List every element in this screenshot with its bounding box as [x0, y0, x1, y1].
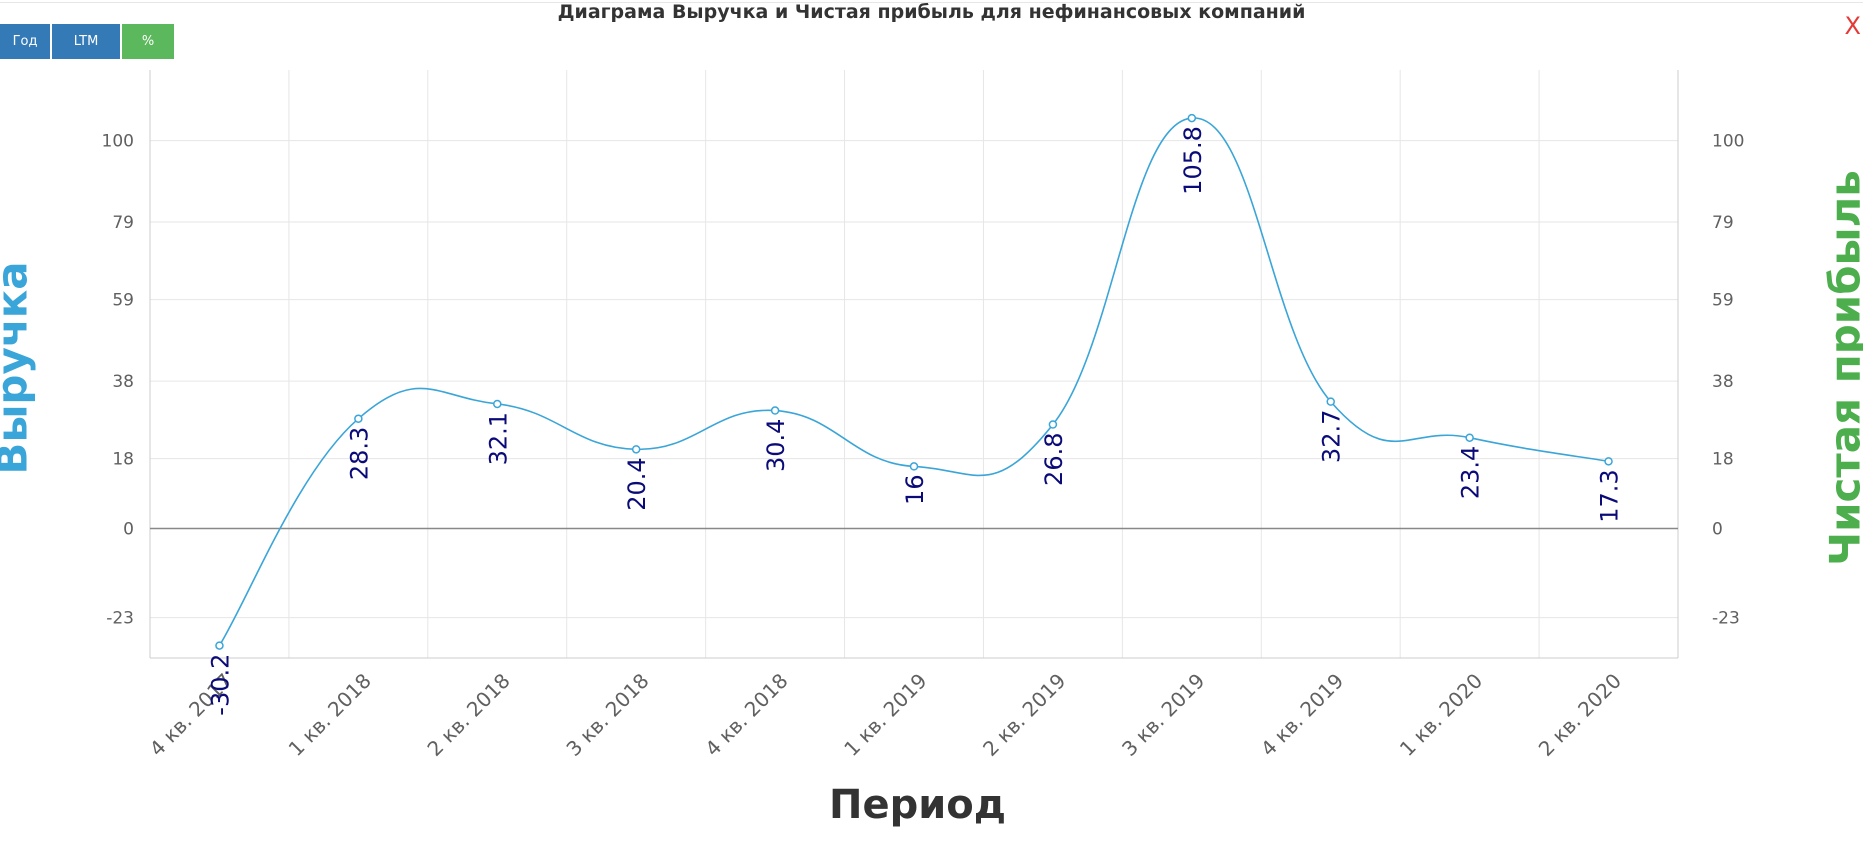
- x-tick-label: 3 кв. 2018: [561, 669, 653, 761]
- data-label: 16: [901, 474, 929, 505]
- x-tick-label: 4 кв. 2018: [700, 669, 792, 761]
- data-point: [1048, 420, 1058, 429]
- data-label: -30.2: [206, 654, 234, 716]
- data-point: [770, 406, 780, 415]
- ltm-button[interactable]: LTM: [52, 24, 120, 59]
- y-tick-label: 18: [112, 450, 134, 470]
- percent-button[interactable]: %: [122, 24, 174, 59]
- data-label: 17.3: [1596, 469, 1624, 522]
- data-label: 105.8: [1179, 126, 1207, 195]
- x-axis-title: Период: [828, 782, 1007, 828]
- data-label: 28.3: [345, 427, 373, 480]
- data-point: [1326, 397, 1335, 406]
- data-label: 26.8: [1040, 433, 1068, 486]
- y2-tick-label: 100: [1712, 132, 1744, 152]
- data-point: [354, 414, 363, 423]
- data-label: 23.4: [1457, 446, 1485, 499]
- x-tick-label: 2 кв. 2018: [422, 669, 514, 761]
- data-label: 30.4: [762, 419, 790, 472]
- x-tick-label: 3 кв. 2019: [1117, 669, 1209, 761]
- y2-tick-label: -23: [1712, 609, 1740, 629]
- x-tick-label: 1 кв. 2019: [839, 669, 931, 761]
- data-point: [1465, 433, 1474, 442]
- y2-tick-label: 38: [1712, 372, 1734, 392]
- y-tick-label: 79: [112, 213, 134, 233]
- y2-tick-label: 79: [1712, 213, 1734, 233]
- x-tick-label: 1 кв. 2018: [284, 669, 376, 761]
- x-tick-label: 1 кв. 2020: [1395, 669, 1487, 761]
- top-divider: [0, 2, 1863, 3]
- data-point: [1604, 457, 1613, 466]
- series-line: [218, 117, 1609, 647]
- data-label: 32.1: [484, 412, 512, 465]
- data-point: [493, 399, 502, 409]
- data-point: [1187, 113, 1197, 123]
- close-icon[interactable]: X: [1844, 12, 1861, 40]
- x-tick-label: 2 кв. 2019: [978, 669, 1070, 761]
- data-point: [631, 445, 641, 454]
- y2-tick-label: 18: [1712, 450, 1734, 470]
- x-tick-label: 2 кв. 2020: [1534, 669, 1626, 761]
- y-tick-label: 0: [123, 519, 134, 539]
- chart-title: Диаграма Выручка и Чистая прибыль для не…: [557, 1, 1306, 23]
- y2-tick-label: 0: [1712, 519, 1723, 539]
- data-label: 20.4: [623, 457, 651, 510]
- x-tick-label: 4 кв. 2019: [1256, 669, 1348, 761]
- data-point: [215, 641, 224, 650]
- y2-tick-label: 59: [1712, 291, 1734, 311]
- data-point: [909, 462, 919, 471]
- y-tick-label: 100: [102, 132, 134, 152]
- y-tick-label: 38: [112, 372, 134, 392]
- y-tick-label: -23: [106, 609, 134, 629]
- data-label: 32.7: [1318, 410, 1346, 463]
- year-button[interactable]: Год: [0, 24, 50, 59]
- y-tick-label: 59: [112, 291, 134, 311]
